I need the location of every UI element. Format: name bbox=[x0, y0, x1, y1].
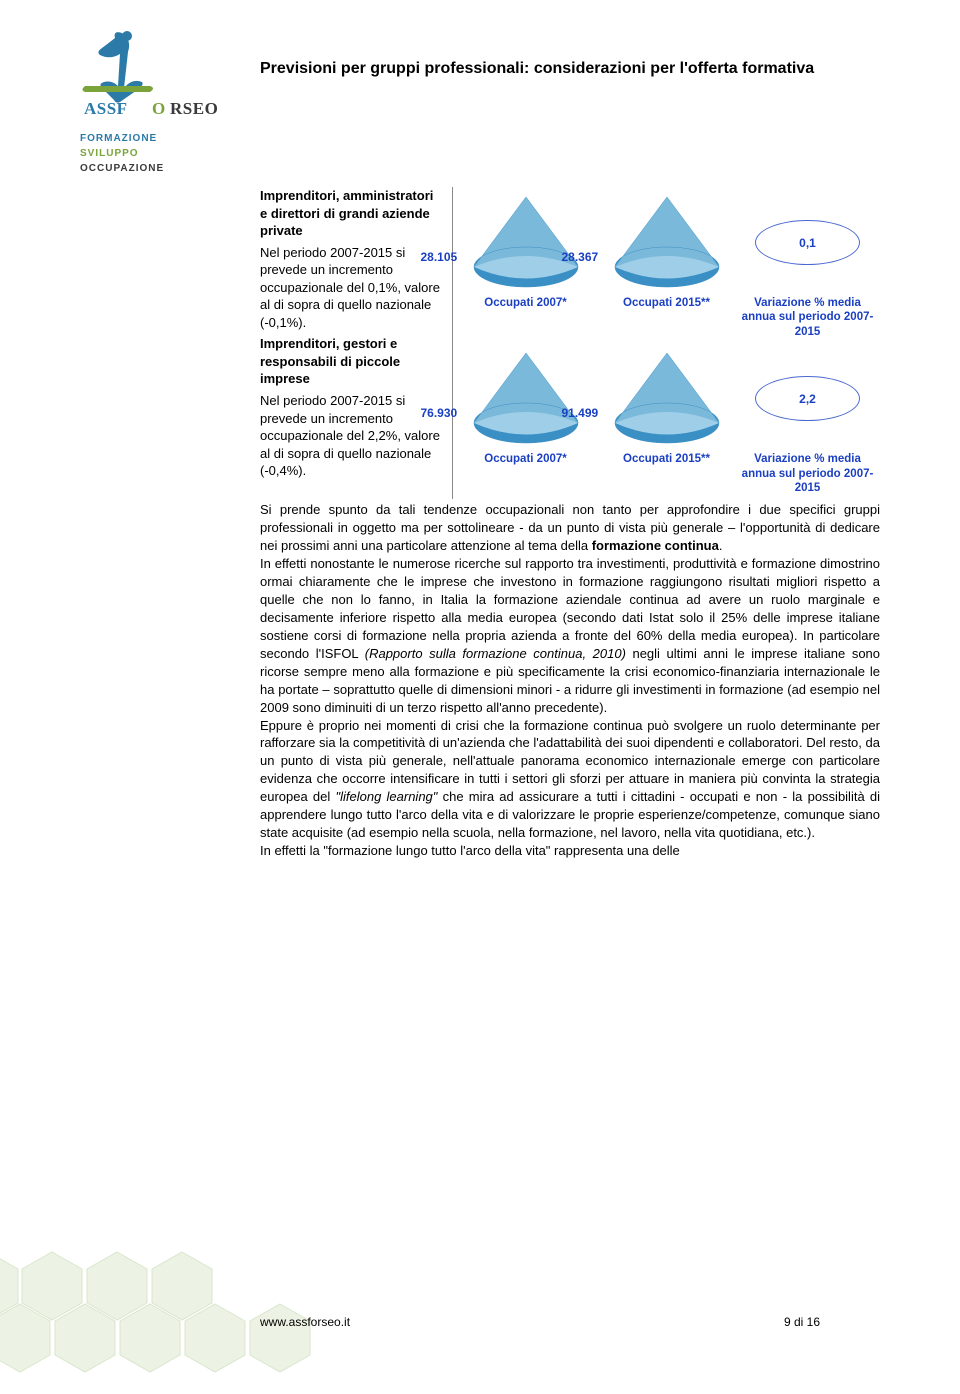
variation-ellipse: 2,2 bbox=[755, 376, 860, 421]
bt-4: In effetti la "formazione lungo tutto l'… bbox=[260, 843, 680, 858]
bt-2b: (Rapporto sulla formazione continua, 201… bbox=[365, 646, 626, 661]
chart-caption: Occupati 2007* bbox=[484, 296, 566, 310]
cone-value: 28.105 bbox=[421, 250, 458, 264]
hex-background bbox=[0, 1194, 340, 1394]
chart-caption: Occupati 2015** bbox=[623, 452, 710, 466]
svg-text:ASSF: ASSF bbox=[84, 99, 128, 118]
logo: ASSF O RSEO FORMAZIONE SVILUPPO OCCUPAZI… bbox=[80, 30, 240, 175]
cone-value: 91.499 bbox=[562, 406, 599, 420]
chart-0: 28.105Occupati 2007* 28.367Occupati 2015… bbox=[452, 187, 880, 343]
chart-cell: 28.367Occupati 2015** bbox=[598, 195, 735, 310]
chart-cell: 91.499Occupati 2015** bbox=[598, 351, 735, 466]
lc-h2: Imprenditori, gestori e responsabili di … bbox=[260, 335, 440, 388]
svg-text:O: O bbox=[152, 99, 166, 118]
header: ASSF O RSEO FORMAZIONE SVILUPPO OCCUPAZI… bbox=[80, 30, 880, 175]
page-title: Previsioni per gruppi professionali: con… bbox=[260, 58, 880, 80]
logo-sub-2: SVILUPPO bbox=[80, 147, 240, 160]
chart-cell: 0,1 Variazione % media annua sul periodo … bbox=[739, 195, 876, 339]
chart-1: 76.930Occupati 2007* 91.499Occupati 2015… bbox=[452, 343, 880, 499]
bt-1c: . bbox=[719, 538, 723, 553]
bt-1b: formazione continua bbox=[592, 538, 719, 553]
lc-p1: Nel periodo 2007-2015 si prevede un incr… bbox=[260, 244, 440, 332]
chart-caption: Variazione % media annua sul periodo 200… bbox=[739, 296, 876, 339]
lc-h1: Imprenditori, amministratori e direttori… bbox=[260, 187, 440, 240]
chart-cell: 2,2 Variazione % media annua sul periodo … bbox=[739, 351, 876, 495]
left-column: Imprenditori, amministratori e direttori… bbox=[260, 187, 440, 499]
variation-ellipse: 0,1 bbox=[755, 220, 860, 265]
chart-caption: Occupati 2015** bbox=[623, 296, 710, 310]
logo-sub-1: FORMAZIONE bbox=[80, 132, 240, 145]
chart-caption: Occupati 2007* bbox=[484, 452, 566, 466]
lc-p2: Nel periodo 2007-2015 si prevede un incr… bbox=[260, 392, 440, 480]
cone-value: 28.367 bbox=[562, 250, 599, 264]
footer-url: www.assforseo.it bbox=[260, 1315, 350, 1329]
footer-page: 9 di 16 bbox=[784, 1315, 820, 1329]
charts-column: 28.105Occupati 2007* 28.367Occupati 2015… bbox=[452, 187, 880, 499]
body-text: Si prende spunto da tali tendenze occupa… bbox=[260, 501, 880, 860]
cone-value: 76.930 bbox=[421, 406, 458, 420]
svg-text:RSEO: RSEO bbox=[170, 99, 218, 118]
logo-sub-3: OCCUPAZIONE bbox=[80, 162, 240, 175]
logo-svg: ASSF O RSEO bbox=[80, 30, 240, 125]
bt-3b: "lifelong learning" bbox=[336, 789, 438, 804]
bt-1a: Si prende spunto da tali tendenze occupa… bbox=[260, 502, 880, 553]
footer: www.assforseo.it 9 di 16 bbox=[0, 1315, 960, 1329]
chart-caption: Variazione % media annua sul periodo 200… bbox=[739, 452, 876, 495]
